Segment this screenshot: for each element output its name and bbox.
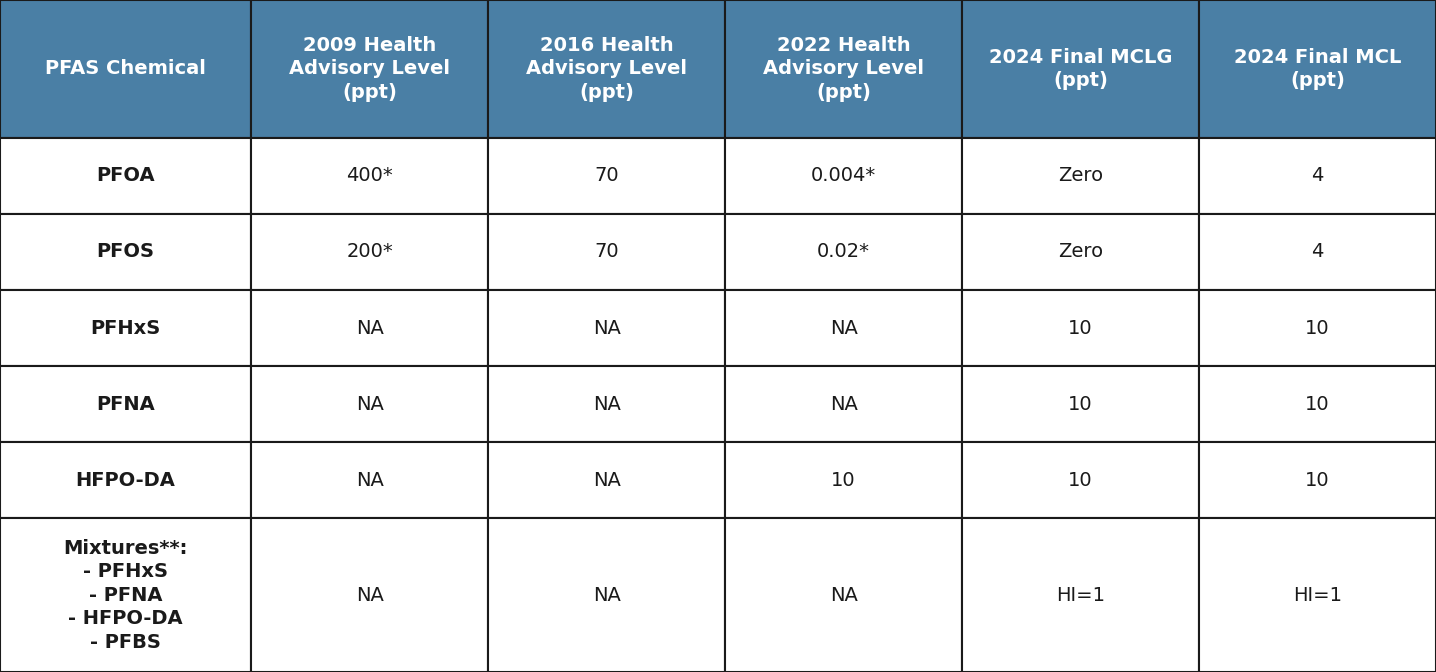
Bar [962,518,1199,672]
Bar [962,214,1199,290]
Bar [488,0,725,138]
Bar [488,290,725,366]
Bar [1199,366,1436,442]
Text: Zero: Zero [1058,243,1103,261]
Bar [0,442,251,518]
Text: 2024 Final MCLG
(ppt): 2024 Final MCLG (ppt) [989,48,1172,90]
Text: 2022 Health
Advisory Level
(ppt): 2022 Health Advisory Level (ppt) [763,36,925,102]
Text: 10: 10 [1068,319,1093,337]
Bar [725,0,962,138]
Bar [0,290,251,366]
Text: NA: NA [356,319,383,337]
Bar [251,290,488,366]
Text: 2009 Health
Advisory Level
(ppt): 2009 Health Advisory Level (ppt) [289,36,451,102]
Text: 200*: 200* [346,243,393,261]
Text: 400*: 400* [346,166,393,185]
Bar [725,366,962,442]
Bar [725,138,962,214]
Bar [251,0,488,138]
Bar [251,366,488,442]
Text: 10: 10 [1305,394,1330,413]
Bar [962,366,1199,442]
Bar [0,0,251,138]
Text: NA: NA [593,394,620,413]
Bar [725,442,962,518]
Bar [251,518,488,672]
Text: 10: 10 [831,470,856,490]
Bar [488,442,725,518]
Bar [1199,214,1436,290]
Text: 4: 4 [1311,166,1324,185]
Text: 0.02*: 0.02* [817,243,870,261]
Bar [488,366,725,442]
Bar [0,214,251,290]
Text: PFOA: PFOA [96,166,155,185]
Bar [488,138,725,214]
Text: NA: NA [356,470,383,490]
Bar [251,442,488,518]
Bar [725,290,962,366]
Text: PFNA: PFNA [96,394,155,413]
Text: 4: 4 [1311,243,1324,261]
Bar [1199,0,1436,138]
Text: 70: 70 [595,243,619,261]
Text: HI=1: HI=1 [1055,585,1106,605]
Bar [1199,138,1436,214]
Text: 2024 Final MCL
(ppt): 2024 Final MCL (ppt) [1234,48,1402,90]
Text: 0.004*: 0.004* [811,166,876,185]
Text: NA: NA [830,394,857,413]
Bar [0,138,251,214]
Text: NA: NA [830,585,857,605]
Text: PFOS: PFOS [96,243,155,261]
Text: 10: 10 [1305,470,1330,490]
Text: NA: NA [593,319,620,337]
Bar [0,518,251,672]
Bar [725,518,962,672]
Bar [251,214,488,290]
Bar [962,290,1199,366]
Bar [0,366,251,442]
Text: 10: 10 [1068,470,1093,490]
Bar [962,442,1199,518]
Text: 10: 10 [1068,394,1093,413]
Text: NA: NA [356,585,383,605]
Text: PFHxS: PFHxS [90,319,161,337]
Text: 10: 10 [1305,319,1330,337]
Bar [962,138,1199,214]
Bar [488,214,725,290]
Bar [1199,518,1436,672]
Text: Mixtures**:
- PFHxS
- PFNA
- HFPO-DA
- PFBS: Mixtures**: - PFHxS - PFNA - HFPO-DA - P… [63,539,188,652]
Text: 2016 Health
Advisory Level
(ppt): 2016 Health Advisory Level (ppt) [526,36,688,102]
Text: NA: NA [593,585,620,605]
Bar [1199,290,1436,366]
Text: NA: NA [593,470,620,490]
Text: NA: NA [356,394,383,413]
Text: HI=1: HI=1 [1292,585,1343,605]
Bar [725,214,962,290]
Bar [488,518,725,672]
Text: NA: NA [830,319,857,337]
Text: 70: 70 [595,166,619,185]
Text: Zero: Zero [1058,166,1103,185]
Text: PFAS Chemical: PFAS Chemical [45,59,207,79]
Bar [251,138,488,214]
Text: HFPO-DA: HFPO-DA [76,470,175,490]
Bar [962,0,1199,138]
Bar [1199,442,1436,518]
